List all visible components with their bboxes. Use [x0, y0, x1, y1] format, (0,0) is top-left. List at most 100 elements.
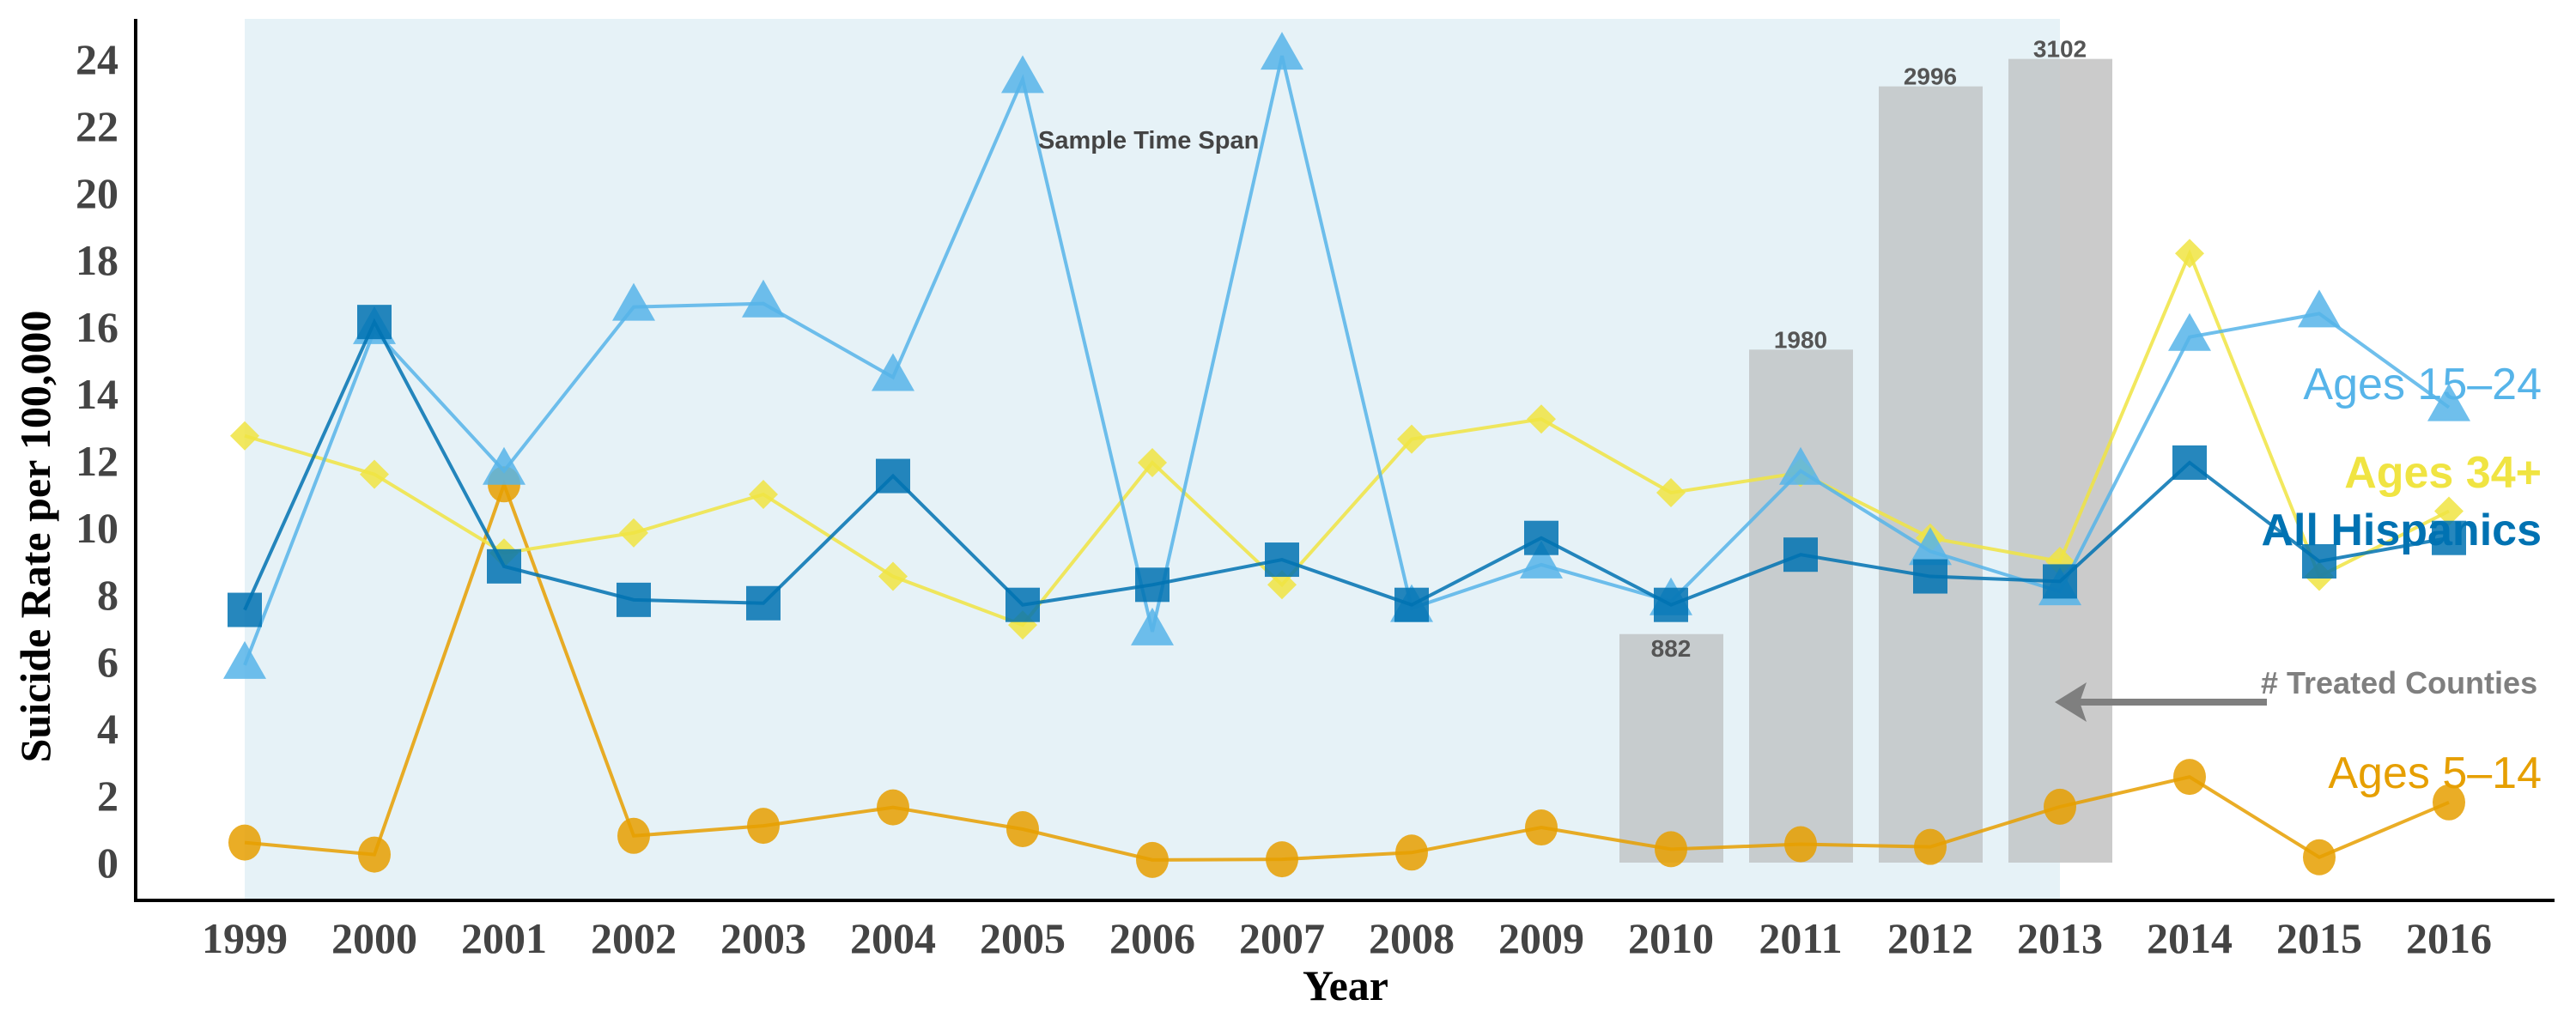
data-point-circle: [1655, 831, 1687, 868]
x-tick-label: 2006: [1109, 914, 1195, 962]
x-tick-label: 2003: [720, 914, 806, 962]
x-tick-label: 2014: [2147, 914, 2233, 962]
data-point-square: [2043, 564, 2077, 599]
data-point-square: [617, 582, 651, 617]
data-point-square: [357, 305, 392, 340]
data-point-diamond: [1527, 404, 1556, 434]
y-tick-label: 10: [76, 504, 118, 552]
data-point-circle: [1914, 828, 1947, 865]
data-point-triangle: [1001, 55, 1044, 94]
series-line-triangle: [243, 55, 2451, 666]
data-point-diamond: [619, 518, 648, 548]
x-tick-label: 2004: [850, 914, 936, 962]
data-point-square: [487, 548, 521, 584]
data-point-triangle: [2298, 289, 2341, 328]
y-tick-label: 0: [97, 839, 118, 887]
data-point-square: [1524, 520, 1558, 555]
arrow-left-icon: [2055, 682, 2087, 722]
data-point-circle: [1395, 834, 1428, 871]
data-point-diamond: [2175, 239, 2204, 269]
data-point-diamond: [360, 459, 389, 489]
data-point-triangle: [1909, 527, 1952, 566]
x-tick-label: 2013: [2017, 914, 2103, 962]
series-label: Ages 15–24: [2303, 360, 2542, 409]
series-label: All Hispanics: [2261, 506, 2542, 555]
data-point-circle: [2433, 784, 2465, 821]
y-tick-label: 6: [97, 638, 118, 686]
x-tick-label: 2010: [1628, 914, 1714, 962]
treated-counties-label: # Treated Counties: [2261, 665, 2537, 700]
x-tick-label: 2001: [461, 914, 547, 962]
data-point-circle: [1136, 841, 1169, 878]
data-point-circle: [358, 836, 391, 873]
bar-value-label: 882: [1651, 635, 1692, 662]
data-point-square: [746, 585, 781, 621]
treated-counties-bar: [1879, 86, 1983, 863]
bar-value-label: 3102: [2033, 36, 2087, 63]
y-tick-label: 24: [76, 35, 118, 83]
x-tick-label: 2005: [980, 914, 1066, 962]
data-point-triangle: [612, 282, 655, 321]
bar-value-label: 1980: [1774, 326, 1827, 353]
data-point-diamond: [1656, 478, 1686, 508]
data-point-circle: [2044, 788, 2076, 825]
data-point-triangle: [223, 640, 266, 679]
y-tick-label: 2: [97, 772, 118, 820]
data-point-circle: [2173, 759, 2206, 796]
x-tick-label: 2016: [2406, 914, 2492, 962]
x-tick-label: 2011: [1759, 914, 1842, 962]
x-tick-label: 2015: [2276, 914, 2362, 962]
data-point-triangle: [1131, 607, 1174, 645]
y-tick-label: 4: [97, 705, 118, 753]
data-point-triangle: [742, 279, 785, 318]
data-point-triangle: [1520, 540, 1563, 579]
y-tick-label: 14: [76, 370, 118, 418]
data-point-diamond: [1267, 570, 1297, 600]
x-axis-label: Year: [1303, 961, 1388, 1009]
data-point-circle: [1784, 826, 1817, 863]
data-point-square: [1394, 587, 1429, 622]
data-point-circle: [877, 789, 909, 826]
series-line-square: [243, 318, 2450, 611]
data-point-circle: [747, 808, 780, 845]
series-label: Ages 34+: [2344, 448, 2542, 498]
data-point-square: [1913, 559, 1947, 594]
series-line-diamond: [244, 248, 2450, 627]
y-tick-label: 16: [76, 303, 118, 351]
data-point-diamond: [749, 480, 778, 509]
data-point-square: [1783, 537, 1818, 573]
y-tick-label: 12: [76, 437, 118, 485]
data-point-triangle: [1779, 446, 1822, 485]
bar-value-label: 2996: [1904, 64, 1957, 90]
data-point-diamond: [230, 421, 259, 451]
y-tick-label: 8: [97, 571, 118, 619]
data-point-square: [2302, 544, 2336, 579]
treated-counties-bar: [1619, 633, 1723, 863]
series-line-circle: [244, 479, 2450, 862]
data-point-square: [2432, 520, 2466, 555]
data-point-triangle: [2168, 312, 2211, 351]
x-tick-label: 2000: [331, 914, 417, 962]
treated-counties-bar: [1749, 349, 1853, 863]
treated-counties-bar: [2008, 58, 2112, 863]
y-tick-label: 22: [76, 102, 118, 150]
y-tick-label: 18: [76, 236, 118, 284]
data-point-square: [2172, 445, 2207, 480]
y-tick-label: 20: [76, 169, 118, 217]
data-point-diamond: [1138, 447, 1167, 477]
x-tick-label: 2012: [1887, 914, 1973, 962]
data-point-diamond: [2434, 496, 2464, 526]
data-point-square: [1654, 587, 1688, 622]
y-axis-label: Suicide Rate per 100,000: [11, 311, 59, 763]
series-label: Ages 5–14: [2328, 748, 2542, 798]
data-point-square: [876, 458, 910, 494]
data-point-square: [1005, 587, 1040, 622]
x-tick-label: 1999: [202, 914, 288, 962]
data-point-triangle: [1261, 32, 1303, 70]
sample-time-span-label: Sample Time Span: [1038, 127, 1259, 154]
x-tick-label: 2007: [1239, 914, 1325, 962]
data-point-circle: [617, 817, 650, 854]
data-point-circle: [1006, 811, 1039, 847]
data-point-diamond: [878, 561, 908, 591]
